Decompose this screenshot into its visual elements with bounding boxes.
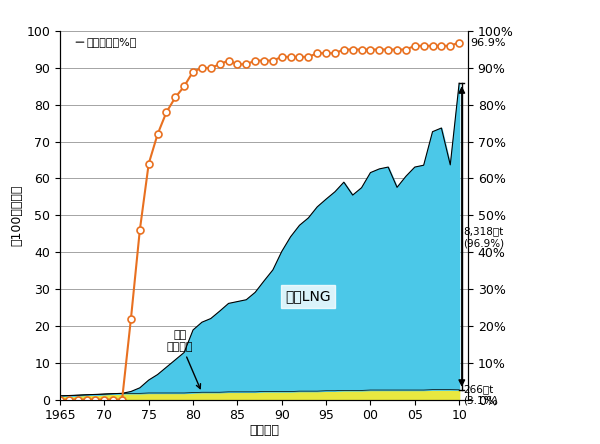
Text: 国産
天然ガス: 国産 天然ガス <box>166 330 200 388</box>
Text: 輸入LNG: 輸入LNG <box>286 289 331 303</box>
Text: 266万t
(3.1%): 266万t (3.1%) <box>464 384 498 405</box>
Text: 96.9%: 96.9% <box>470 37 505 48</box>
Text: 輸入比率（%）: 輸入比率（%） <box>86 37 137 47</box>
Text: 8,318万t
(96.9%): 8,318万t (96.9%) <box>464 226 505 248</box>
Y-axis label: （100万トン）: （100万トン） <box>11 185 23 246</box>
X-axis label: （年度）: （年度） <box>249 424 279 437</box>
